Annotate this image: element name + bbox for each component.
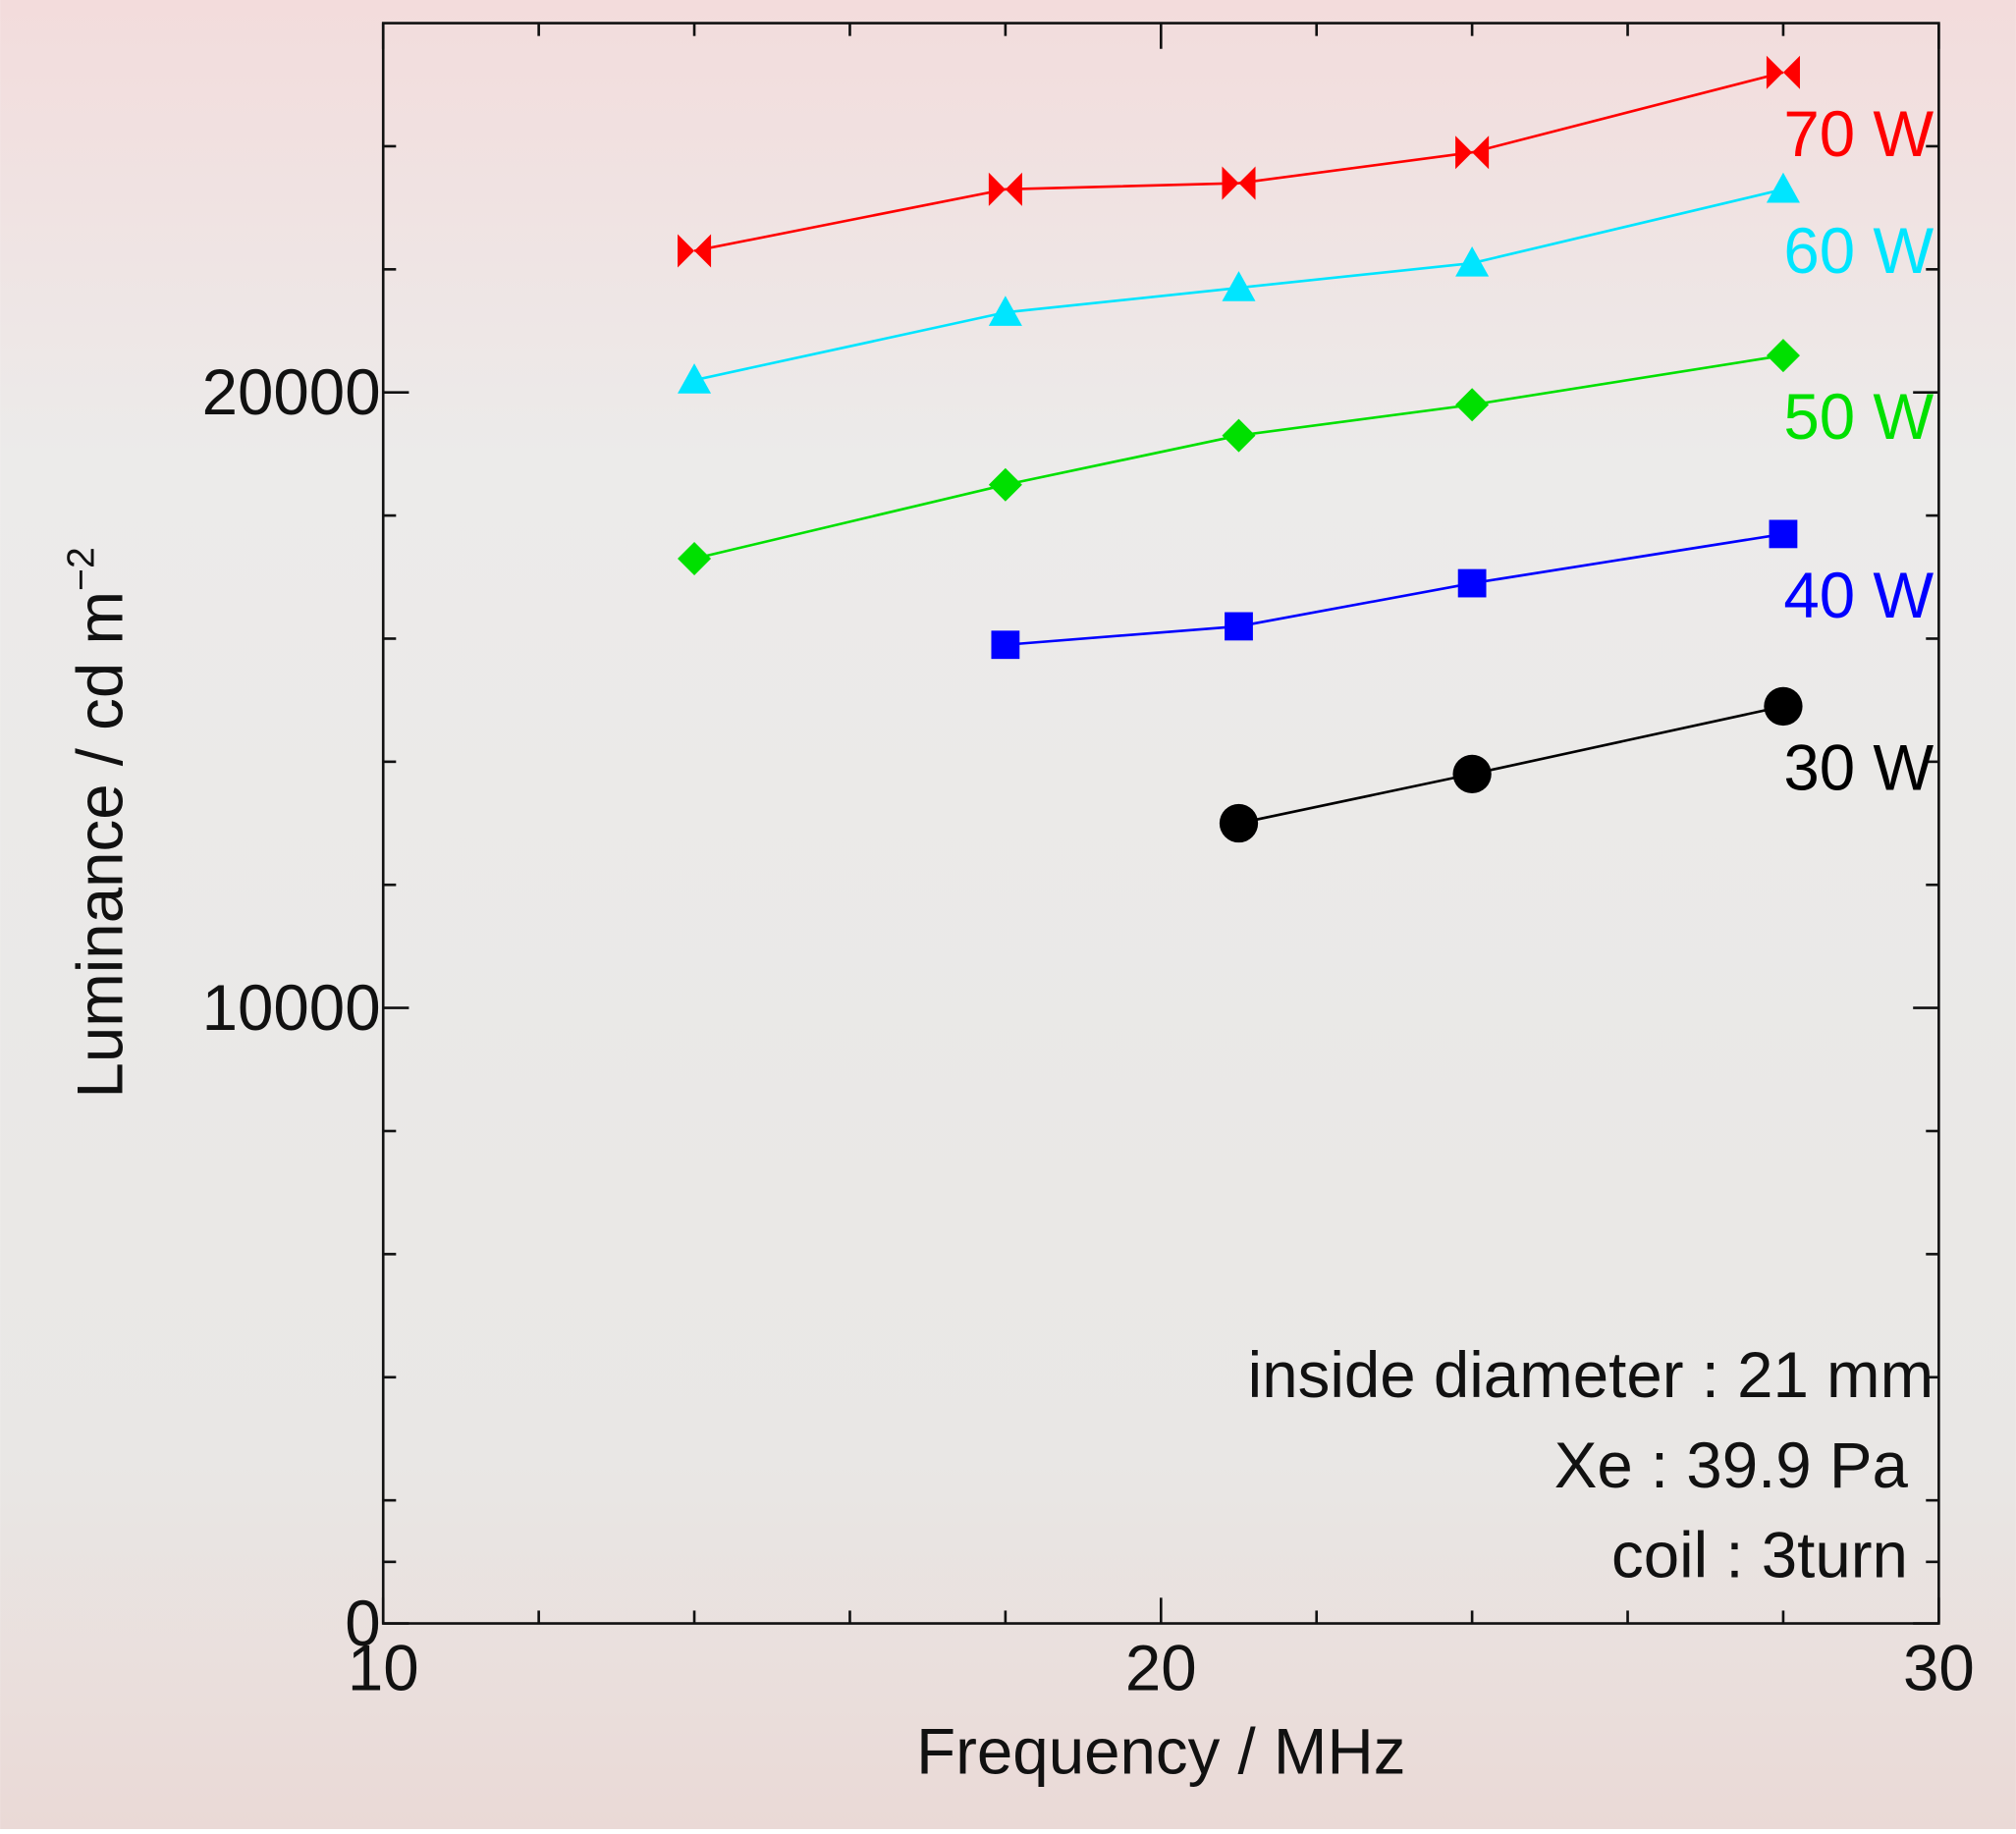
marker — [1220, 804, 1258, 842]
y-axis-label: Luminance / cd m−2 — [60, 547, 136, 1098]
series-label: 60 W — [1783, 215, 1934, 287]
series-label: 40 W — [1783, 560, 1934, 631]
annotation: inside diameter : 21 mm — [1248, 1339, 1934, 1411]
marker — [1764, 687, 1802, 726]
marker — [1225, 613, 1253, 641]
series-label: 70 W — [1783, 98, 1934, 170]
x-tick-label: 30 — [1903, 1633, 1975, 1704]
series-label: 30 W — [1783, 732, 1934, 804]
annotation: coil : 3turn — [1611, 1519, 1908, 1591]
marker — [1770, 519, 1798, 548]
x-tick-label: 20 — [1125, 1633, 1197, 1704]
y-tick-label: 10000 — [202, 972, 381, 1044]
y-tick-label: 20000 — [202, 356, 381, 428]
y-tick-label: 0 — [345, 1588, 380, 1659]
x-axis-label: Frequency / MHz — [916, 1716, 1405, 1788]
y-axis-label-superscript: −2 — [60, 547, 103, 591]
marker — [1458, 569, 1487, 598]
marker — [991, 630, 1019, 659]
page: Frequency / MHz Luminance / cd m−2 10203… — [0, 0, 2016, 1829]
chart: Frequency / MHz Luminance / cd m−2 10203… — [0, 0, 2016, 1829]
series-label: 50 W — [1783, 381, 1934, 453]
y-axis-label-main: Luminance / cd m — [64, 591, 136, 1099]
marker — [1452, 755, 1491, 793]
annotation: Xe : 39.9 Pa — [1554, 1429, 1909, 1501]
